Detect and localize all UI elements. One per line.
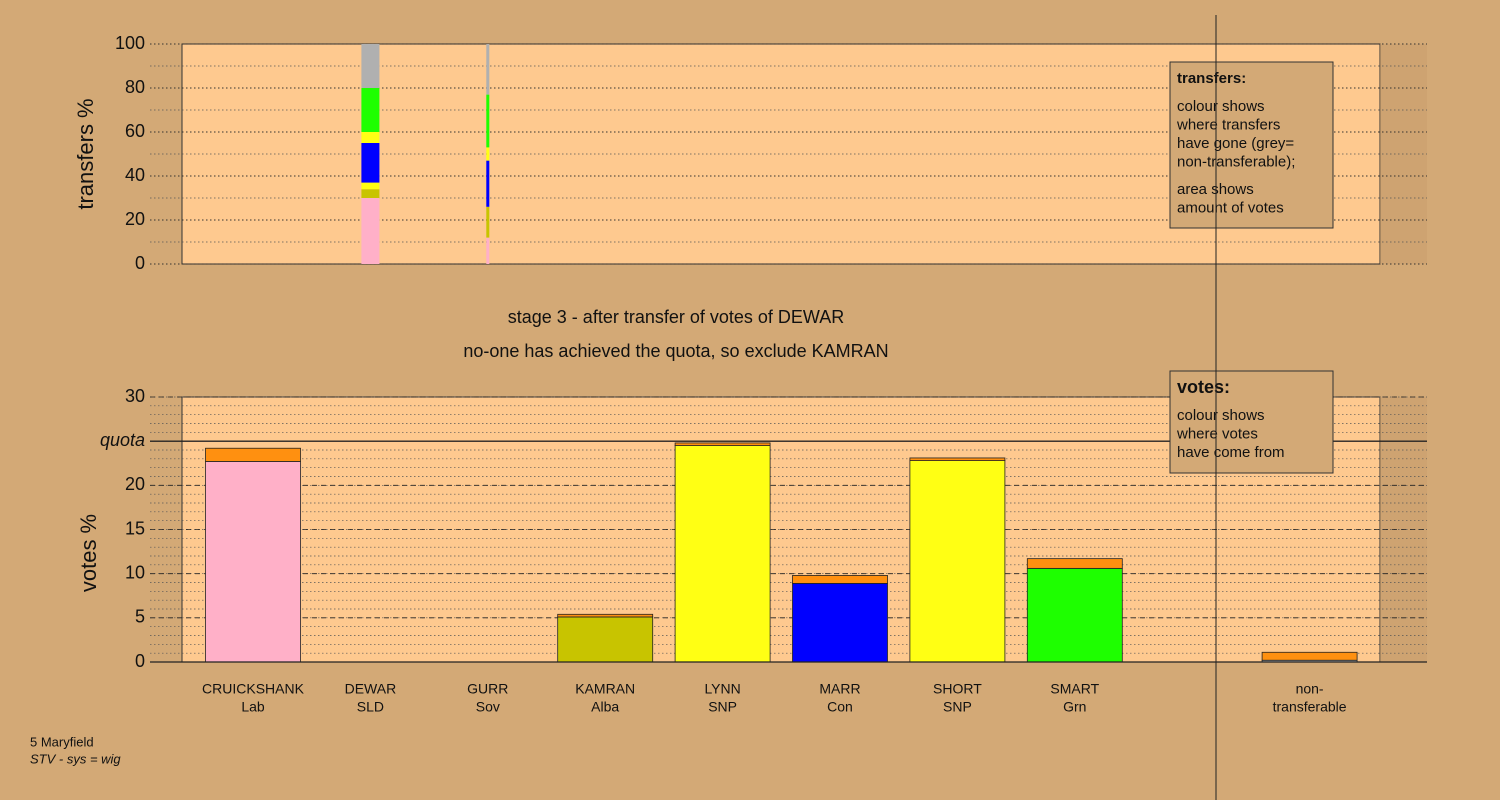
bar-segment: [361, 44, 380, 88]
bar-segment: [792, 575, 888, 584]
y-tick-label: 40: [125, 165, 145, 185]
bar-segment: [486, 237, 490, 264]
bar-segment: [486, 94, 490, 148]
x-tick-party: Con: [827, 699, 853, 715]
x-tick-party: Grn: [1063, 699, 1086, 715]
y-axis-label: transfers %: [73, 98, 98, 209]
x-tick-party: Alba: [591, 699, 619, 715]
x-tick-label: GURR: [467, 681, 508, 697]
legend-box: [1169, 370, 1334, 474]
y-tick-label: 10: [125, 562, 145, 582]
x-tick-party: SLD: [357, 699, 384, 715]
bar-segment: [361, 198, 380, 264]
bar-segment: [792, 582, 888, 663]
legend-text: where votes: [1176, 425, 1258, 442]
bar-segment: [674, 442, 771, 446]
bar-segment: [205, 461, 301, 663]
bar-segment: [361, 189, 380, 198]
legend-title: transfers:: [1177, 70, 1246, 87]
x-tick-label: SHORT: [933, 681, 982, 697]
chart-title: stage 3 - after transfer of votes of DEW…: [508, 307, 844, 327]
bar-segment: [486, 44, 490, 95]
y-tick-label: 0: [135, 253, 145, 273]
y-tick-label: quota: [100, 430, 145, 450]
y-tick-label: 5: [135, 607, 145, 627]
x-tick-party: Sov: [476, 699, 500, 715]
legend-text: amount of votes: [1177, 199, 1284, 216]
legend-text: have come from: [1177, 444, 1285, 461]
y-axis-label: votes %: [76, 514, 101, 592]
bar-segment: [1261, 651, 1358, 661]
legend-text: non-transferable);: [1177, 153, 1295, 170]
x-tick-label: KAMRAN: [575, 681, 635, 697]
legend-text: colour shows: [1177, 98, 1265, 115]
x-tick-label: CRUICKSHANK: [202, 681, 305, 697]
y-tick-label: 20: [125, 209, 145, 229]
bar-segment: [909, 460, 1006, 663]
legend-box: [1169, 61, 1334, 229]
bar-segment: [909, 457, 1006, 462]
bar-segment: [486, 160, 490, 207]
y-tick-label: 60: [125, 121, 145, 141]
bar-segment: [674, 445, 771, 663]
y-tick-label: 20: [125, 474, 145, 494]
bar-segment: [486, 147, 490, 161]
footer-system: STV - sys = wig: [30, 751, 121, 766]
footer-place: 5 Maryfield: [30, 734, 94, 749]
legend-text: colour shows: [1177, 407, 1265, 424]
x-tick-label: DEWAR: [345, 681, 397, 697]
x-tick-party: Lab: [241, 699, 265, 715]
legend-text: where transfers: [1176, 116, 1280, 133]
bar-segment: [557, 616, 654, 663]
y-tick-label: 100: [115, 33, 145, 53]
x-tick-party: transferable: [1273, 699, 1347, 715]
legend-title: votes:: [1177, 377, 1230, 397]
bar-segment: [361, 143, 380, 183]
x-tick-party: SNP: [708, 699, 737, 715]
y-tick-label: 15: [125, 518, 145, 538]
bar-segment: [361, 132, 380, 143]
x-tick-label: LYNN: [704, 681, 740, 697]
bar-segment: [1026, 558, 1123, 569]
chart-title: no-one has achieved the quota, so exclud…: [463, 341, 888, 361]
x-tick-label: non-: [1296, 681, 1324, 697]
legend-text: area shows: [1177, 181, 1254, 198]
bar-segment: [205, 447, 301, 462]
x-tick-label: MARR: [819, 681, 860, 697]
legend-text: have gone (grey=: [1177, 135, 1294, 152]
bar-segment: [361, 182, 380, 190]
x-tick-party: SNP: [943, 699, 972, 715]
bar-segment: [1026, 567, 1123, 663]
bar-segment: [486, 206, 490, 238]
y-tick-label: 80: [125, 77, 145, 97]
bar-segment: [361, 88, 380, 132]
bar-segment: [557, 613, 654, 618]
x-tick-label: SMART: [1050, 681, 1099, 697]
y-tick-label: 0: [135, 651, 145, 671]
y-tick-label: 30: [125, 386, 145, 406]
